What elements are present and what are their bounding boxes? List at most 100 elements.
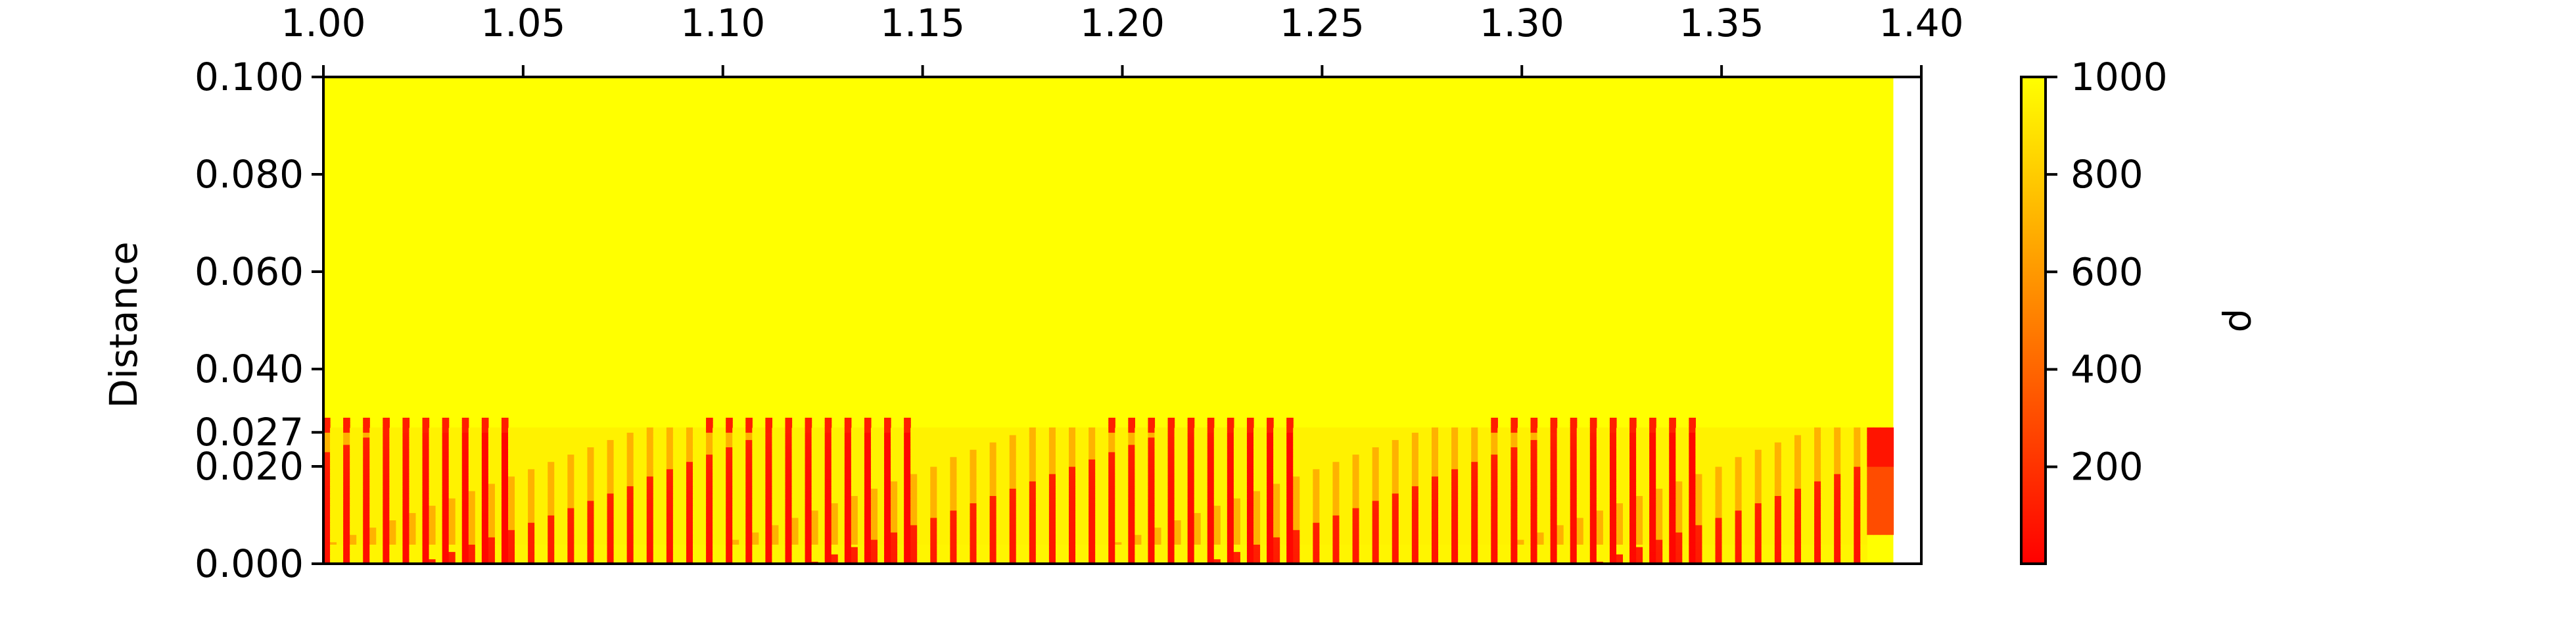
heatmap-cell <box>1372 517 1380 520</box>
heatmap-cell <box>1392 551 1399 555</box>
heatmap-cell <box>528 534 535 537</box>
heatmap-cell <box>1411 541 1419 545</box>
heatmap-cell <box>1411 549 1419 553</box>
heatmap-cell <box>461 547 469 550</box>
heatmap-cell <box>1768 527 1775 530</box>
heatmap-cell <box>1807 530 1815 533</box>
heatmap-cell <box>435 544 443 547</box>
heatmap-cell <box>1643 527 1650 530</box>
heatmap-cell <box>831 558 839 562</box>
heatmap-cell <box>1886 512 1894 516</box>
heatmap-cell <box>468 554 476 557</box>
heatmap-cell <box>356 522 363 526</box>
heatmap-cell <box>765 541 773 545</box>
heatmap-cell <box>692 515 700 518</box>
heatmap-cell <box>870 520 878 523</box>
heatmap-cell <box>481 558 489 562</box>
heatmap-cell <box>1847 527 1854 530</box>
heatmap-cell <box>837 556 845 560</box>
heatmap-cell <box>1623 534 1630 537</box>
heatmap-cell <box>1715 524 1723 528</box>
heatmap-cell <box>805 515 812 518</box>
heatmap-cell <box>402 549 410 553</box>
heatmap-cell <box>323 527 331 530</box>
heatmap-cell <box>837 520 845 523</box>
heatmap-cell <box>1411 532 1419 535</box>
heatmap-cell <box>1286 556 1294 560</box>
heatmap-cell <box>956 517 964 520</box>
heatmap-cell <box>1055 527 1063 530</box>
heatmap-cell <box>1161 512 1169 516</box>
heatmap-cell <box>369 530 377 533</box>
heatmap-cell <box>1530 549 1538 553</box>
heatmap-cell <box>1491 556 1498 560</box>
heatmap-cell <box>528 512 535 516</box>
heatmap-cell <box>692 558 700 562</box>
heatmap-cell <box>891 554 898 557</box>
heatmap-cell <box>679 551 687 555</box>
heatmap-cell <box>659 517 667 520</box>
heatmap-cell <box>1576 551 1584 555</box>
heatmap-cell <box>1365 534 1373 537</box>
heatmap-cell <box>442 537 450 540</box>
heatmap-cell <box>1543 544 1551 547</box>
heatmap-cell <box>1458 541 1465 545</box>
heatmap-cell <box>837 527 845 530</box>
heatmap-cell <box>1636 537 1643 540</box>
heatmap-cell <box>1570 547 1578 550</box>
heatmap-cell <box>1332 524 1340 528</box>
heatmap-cell <box>1708 541 1716 545</box>
heatmap-cell <box>1200 549 1208 553</box>
heatmap-cell <box>1675 520 1683 523</box>
heatmap-cell <box>1860 558 1867 562</box>
heatmap-cell <box>1656 512 1663 516</box>
heatmap-cell <box>1827 556 1835 560</box>
heatmap-cell <box>1405 515 1413 518</box>
heatmap-cell <box>1319 539 1327 543</box>
heatmap-cell <box>1609 517 1617 520</box>
heatmap-cell <box>1728 549 1736 553</box>
heatmap-cell <box>1253 537 1261 540</box>
heatmap-cell <box>1293 524 1300 528</box>
heatmap-cell <box>1689 541 1696 545</box>
heatmap-cell <box>1563 517 1571 520</box>
heatmap-cell <box>1715 549 1723 553</box>
heatmap-cell <box>1352 517 1360 520</box>
heatmap-cell <box>1181 532 1188 535</box>
heatmap-cell <box>1411 537 1419 540</box>
heatmap-cell <box>1721 530 1729 533</box>
heatmap-cell <box>435 530 443 533</box>
heatmap-cell <box>1411 515 1419 518</box>
heatmap-cell <box>1834 517 1841 520</box>
heatmap-cell <box>1075 556 1083 560</box>
heatmap-cell <box>706 534 713 537</box>
heatmap-cell <box>1293 520 1300 523</box>
heatmap-cell <box>692 532 700 535</box>
heatmap-cell <box>1821 547 1828 550</box>
heatmap-cell <box>1082 530 1089 533</box>
heatmap-cell <box>640 556 647 560</box>
heatmap-cell <box>1761 520 1769 523</box>
heatmap-cell <box>1062 532 1069 535</box>
heatmap-cell <box>805 522 812 526</box>
heatmap-cell <box>1042 517 1050 520</box>
heatmap-cell <box>798 551 806 555</box>
heatmap-cell <box>924 549 931 553</box>
heatmap-cell <box>1002 527 1010 530</box>
heatmap-cell <box>1728 556 1736 560</box>
heatmap-cell <box>1082 544 1089 547</box>
heatmap-cell <box>897 558 904 562</box>
heatmap-cell <box>1365 515 1373 518</box>
heatmap-cell <box>1121 556 1129 560</box>
heatmap-cell <box>653 554 661 557</box>
heatmap-cell <box>1029 551 1037 555</box>
heatmap-cell <box>1398 554 1406 557</box>
heatmap-cell <box>1781 532 1789 535</box>
heatmap-cell <box>1768 549 1775 553</box>
heatmap-cell <box>1517 547 1525 550</box>
heatmap-cell <box>475 534 482 537</box>
heatmap-cell <box>442 544 450 547</box>
heatmap-cell <box>1009 537 1017 540</box>
heatmap-cell <box>1458 554 1465 557</box>
heatmap-cell <box>1543 554 1551 557</box>
